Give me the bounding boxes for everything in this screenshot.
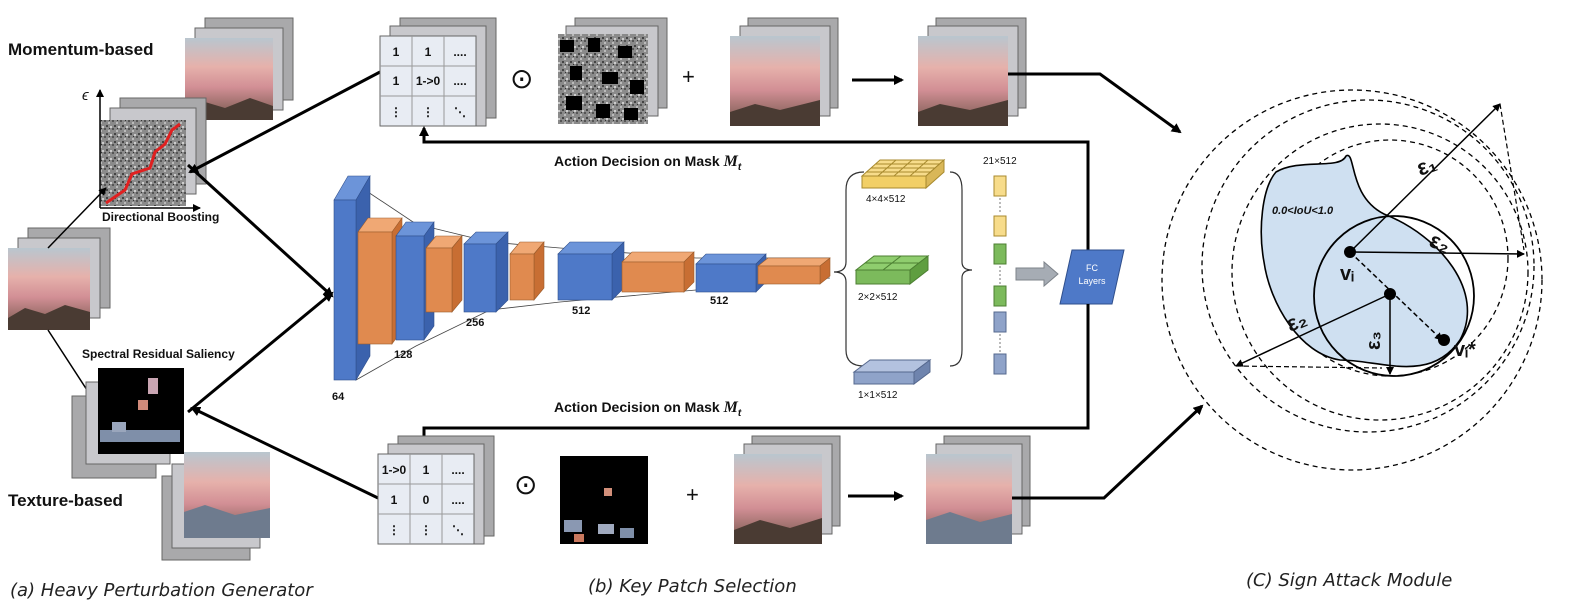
to-fc-arrow [1015,260,1059,288]
center-point [1384,288,1396,300]
bottom-mask-cell: 1 [391,493,398,507]
bottom-mask-cell: ⋮ [420,523,432,537]
bottom-feedback-arrow [419,304,1090,452]
fc-layers [1059,249,1125,305]
saliency-to-cnn-arrow [187,291,334,414]
mask-to-saliency-arrow [190,406,379,500]
pool-1x1 [852,359,932,385]
eps1-label: ε₁ [1413,151,1440,181]
eps2-vector [1349,249,1525,258]
pool-2x2 [854,254,930,286]
bottom-clean-image-stack [734,435,841,544]
concat-vector [993,175,1007,375]
pool-brace-left [833,171,865,367]
cnn-label-512b: 512 [710,295,728,307]
iou-label: 0.0<IoU<1.0 [1272,205,1334,217]
pool-label-1x1: 1×1×512 [858,390,898,401]
bottom-mask-matrix [377,435,495,545]
caption-c: (C) Sign Attack Module [1246,570,1452,591]
fc-label-2: Layers [1078,276,1106,286]
top-mask-cell: ⋮ [390,105,402,119]
epsilon-axis-label: ϵ [82,87,89,104]
top-mask-cell: .... [453,45,466,59]
vi-label: vᵢ [1340,263,1354,285]
hadamard-symbol-bottom: ⊙ [514,469,537,500]
right-dashed-line [1499,103,1525,251]
bottom-action-label: Action Decision on Mask Mt [554,399,742,419]
texture-label: Texture-based [8,491,123,510]
eps2-left-vector [1235,293,1391,367]
top-mask-matrix [379,17,497,127]
momentum-to-cnn-arrow [186,163,334,298]
pool-brace-right [949,171,973,367]
top-mask-cell: ⋮ [422,105,434,119]
vi-star-label: vᵢ* [1454,339,1476,361]
bottom-mask-cell: 1->0 [382,463,407,477]
cnn-label-256: 256 [466,317,484,329]
bottom-mask-cell: .... [451,463,464,477]
bottom-to-sign-attack-arrow [1012,404,1204,500]
input-to-momentum-arrow [47,187,107,249]
fc-label-1: FC [1086,263,1098,273]
top-feedback-arrow [419,126,1090,250]
pool-label-2x2: 2×2×512 [858,292,898,303]
boosting-curve [105,122,181,205]
caption-b: (b) Key Patch Selection [588,576,797,597]
top-mask-cell: 1 [393,74,400,88]
vi-to-vistar-vector [1349,251,1443,341]
top-mask-cell: 1->0 [416,74,441,88]
eps1-vector [1349,103,1501,253]
top-to-sign-attack-arrow [1008,72,1182,134]
top-mask-cell: .... [453,74,466,88]
top-mask-cell: ⋱ [454,105,466,119]
top-mask-cell: 1 [425,45,432,59]
top-action-label: Action Decision on Mask Mt [554,153,742,173]
bottom-perturbed-image-stack [926,435,1031,544]
bottom-mask-cell: 0 [423,493,430,507]
saliency-stack [71,368,184,479]
input-image-stack [8,227,111,330]
cnn-label-64: 64 [332,391,345,403]
pool-4x4 [860,158,946,190]
top-clean-image-stack [730,17,839,126]
concat-label: 21×512 [983,156,1017,167]
bottom-saliency-mask [560,456,648,544]
saliency-label: Spectral Residual Saliency [82,347,235,361]
plus-symbol-top: + [682,64,695,89]
cnn-label-128: 128 [394,349,412,361]
epsilon3-circle [1313,215,1475,377]
eps3-label: ε₃ [1363,331,1385,350]
bottom-mask-cell: 1 [423,463,430,477]
directional-boosting-label: Directional Boosting [102,210,219,224]
top-noise-mask [558,17,668,124]
top-perturbed-image-stack [918,17,1027,126]
caption-a: (a) Heavy Perturbation Generator [10,580,314,601]
pool-label-4x4: 4×4×512 [866,194,906,205]
momentum-image-stack [185,17,294,120]
noise-stack [100,97,207,206]
texture-image-stack [161,452,270,561]
sign-attack-module [1161,89,1543,471]
bottom-dashed-line [1235,365,1383,369]
plus-symbol-bottom: + [686,482,699,507]
cnn-label-512a: 512 [572,305,590,317]
bottom-mask-cell: ⋮ [388,523,400,537]
mask-to-momentum-arrow [188,70,381,174]
vi-point [1344,246,1356,258]
top-mask-cell: 1 [393,45,400,59]
momentum-label: Momentum-based [8,40,153,59]
vi-star-point [1438,334,1450,346]
cnn-backbone [333,174,831,382]
bottom-mask-cell: .... [451,493,464,507]
hadamard-symbol-top: ⊙ [510,63,533,94]
bottom-mask-cell: ⋱ [452,523,464,537]
